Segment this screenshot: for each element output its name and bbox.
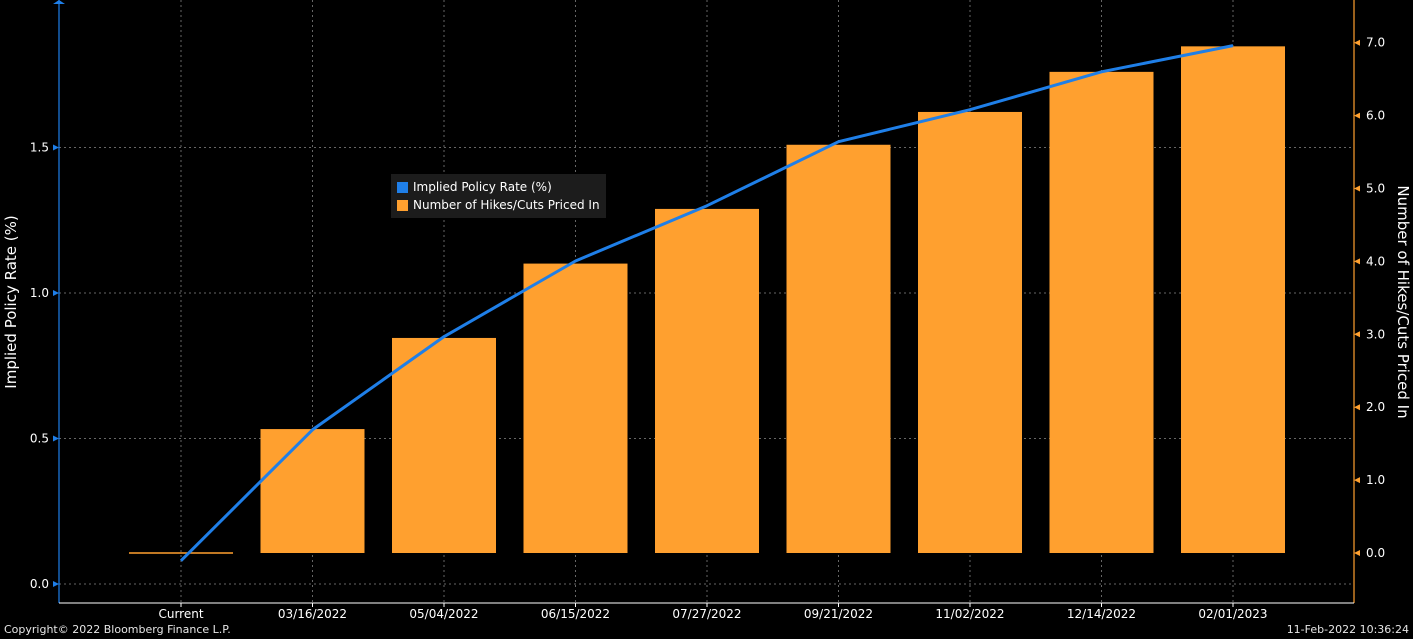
left-tick-mark [53, 435, 59, 442]
legend-swatch-hikes [397, 199, 408, 211]
left-tick-label: 0.5 [30, 432, 49, 446]
left-tick-label: 1.0 [30, 286, 49, 300]
legend-item-rate: Implied Policy Rate (%) [397, 178, 600, 196]
left-tick-mark [53, 290, 59, 296]
legend-label-hikes: Number of Hikes/Cuts Priced In [413, 198, 600, 212]
timestamp-text: 11-Feb-2022 10:36:24 [1286, 623, 1409, 636]
x-tick-label: 11/02/2022 [935, 607, 1004, 621]
left-axis-label: Implied Policy Rate (%) [2, 215, 20, 388]
right-tick-mark [1354, 331, 1360, 338]
right-tick-label: 3.0 [1366, 327, 1385, 341]
bar [1049, 71, 1154, 554]
right-axis-label: Number of Hikes/Cuts Priced In [1394, 185, 1412, 418]
axes [53, 0, 1360, 607]
legend-label-rate: Implied Policy Rate (%) [413, 180, 552, 194]
right-tick-mark [1354, 477, 1360, 484]
copyright-text: Copyright© 2022 Bloomberg Finance L.P. [4, 623, 231, 636]
left-tick-label: 0.0 [30, 577, 49, 591]
x-tick-label: 09/21/2022 [804, 607, 873, 621]
legend-item-hikes: Number of Hikes/Cuts Priced In [397, 196, 600, 214]
right-tick-mark [1354, 185, 1360, 192]
right-tick-mark [1354, 39, 1360, 46]
x-tick-label: 03/16/2022 [278, 607, 347, 621]
right-tick-label: 5.0 [1366, 182, 1385, 196]
left-tick-mark [53, 144, 59, 151]
x-tick-label: 05/04/2022 [409, 607, 478, 621]
right-tick-mark [1354, 550, 1360, 556]
right-tick-mark [1354, 112, 1360, 119]
right-tick-label: 4.0 [1366, 254, 1385, 268]
legend: Implied Policy Rate (%) Number of Hikes/… [391, 174, 606, 218]
x-tick-label: 12/14/2022 [1067, 607, 1136, 621]
tick-labels: 0.0 0.5 1.0 1.5 0.0 1.0 2.0 3.0 4.0 5.0 6.0 7.0 Curr… [30, 36, 1385, 621]
line-series [179, 44, 1234, 562]
left-tick-mark [53, 581, 59, 587]
bar [260, 429, 365, 553]
right-tick-label: 6.0 [1366, 109, 1385, 123]
right-tick-mark [1354, 258, 1360, 265]
right-tick-label: 0.0 [1366, 546, 1385, 560]
x-tick-label: 07/27/2022 [672, 607, 741, 621]
legend-swatch-rate [397, 181, 408, 193]
x-tick-label: 02/01/2023 [1198, 607, 1267, 621]
rate-line [179, 44, 1234, 562]
bar [918, 111, 1022, 553]
right-tick-label: 7.0 [1366, 36, 1385, 50]
bar [655, 208, 759, 554]
bar [1181, 46, 1285, 553]
bar-series [129, 46, 1285, 554]
right-tick-mark [1354, 404, 1360, 411]
right-tick-label: 1.0 [1366, 473, 1385, 487]
bar [786, 144, 891, 553]
bar [392, 337, 496, 553]
left-tick-label: 1.5 [30, 141, 49, 155]
left-axis-arrow [53, 0, 65, 4]
x-tick-label: 06/15/2022 [541, 607, 610, 621]
right-tick-label: 2.0 [1366, 400, 1385, 414]
bar [523, 263, 628, 553]
x-tick-label: Current [158, 607, 203, 621]
